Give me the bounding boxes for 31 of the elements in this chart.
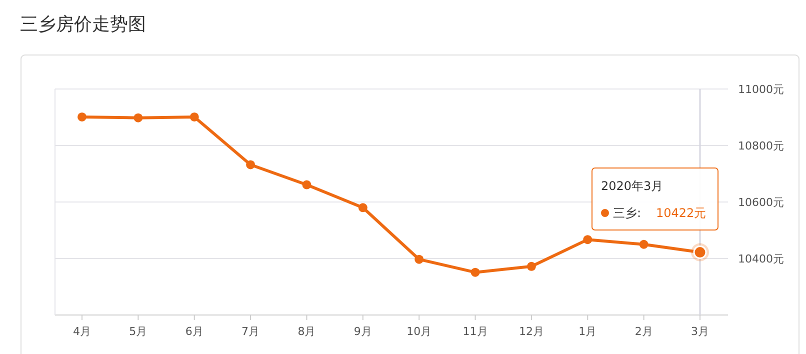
annotation: 2020年3月 — [601, 179, 664, 193]
legend-label: 三乡: — [613, 206, 642, 220]
x-tick-label: 12月 — [518, 325, 544, 338]
x-tick-label: 7月 — [242, 325, 260, 338]
point — [639, 240, 648, 249]
y-tick-label: 10600元 — [738, 196, 784, 209]
x-tick-label: 3月 — [691, 325, 709, 338]
x-tick-label: 9月 — [354, 325, 372, 338]
x-tick-label: 5月 — [129, 325, 148, 338]
point — [302, 180, 312, 190]
data-label: 10422元 — [656, 206, 706, 220]
point — [246, 160, 256, 170]
point — [190, 112, 199, 122]
point — [470, 268, 480, 277]
x-tick-label: 10月 — [406, 325, 432, 338]
y-tick-label: 10400元 — [738, 252, 784, 266]
x-tick-label: 6月 — [185, 325, 204, 338]
x-tick-label: 4月 — [73, 325, 91, 338]
point — [414, 254, 424, 264]
x-tick-label: 8月 — [298, 325, 316, 338]
chart-title: 三乡房价走势图 — [20, 14, 146, 35]
point — [134, 113, 143, 122]
point — [358, 203, 368, 212]
x-tick-label: 2月 — [634, 325, 653, 338]
x-tick-label: 1月 — [578, 325, 597, 338]
y-tick-label: 11000元 — [738, 83, 784, 96]
point — [583, 235, 592, 244]
point — [78, 112, 86, 122]
y-tick-label: 10800元 — [738, 140, 784, 152]
point — [526, 262, 536, 271]
x-tick-label: 11月 — [462, 325, 488, 338]
